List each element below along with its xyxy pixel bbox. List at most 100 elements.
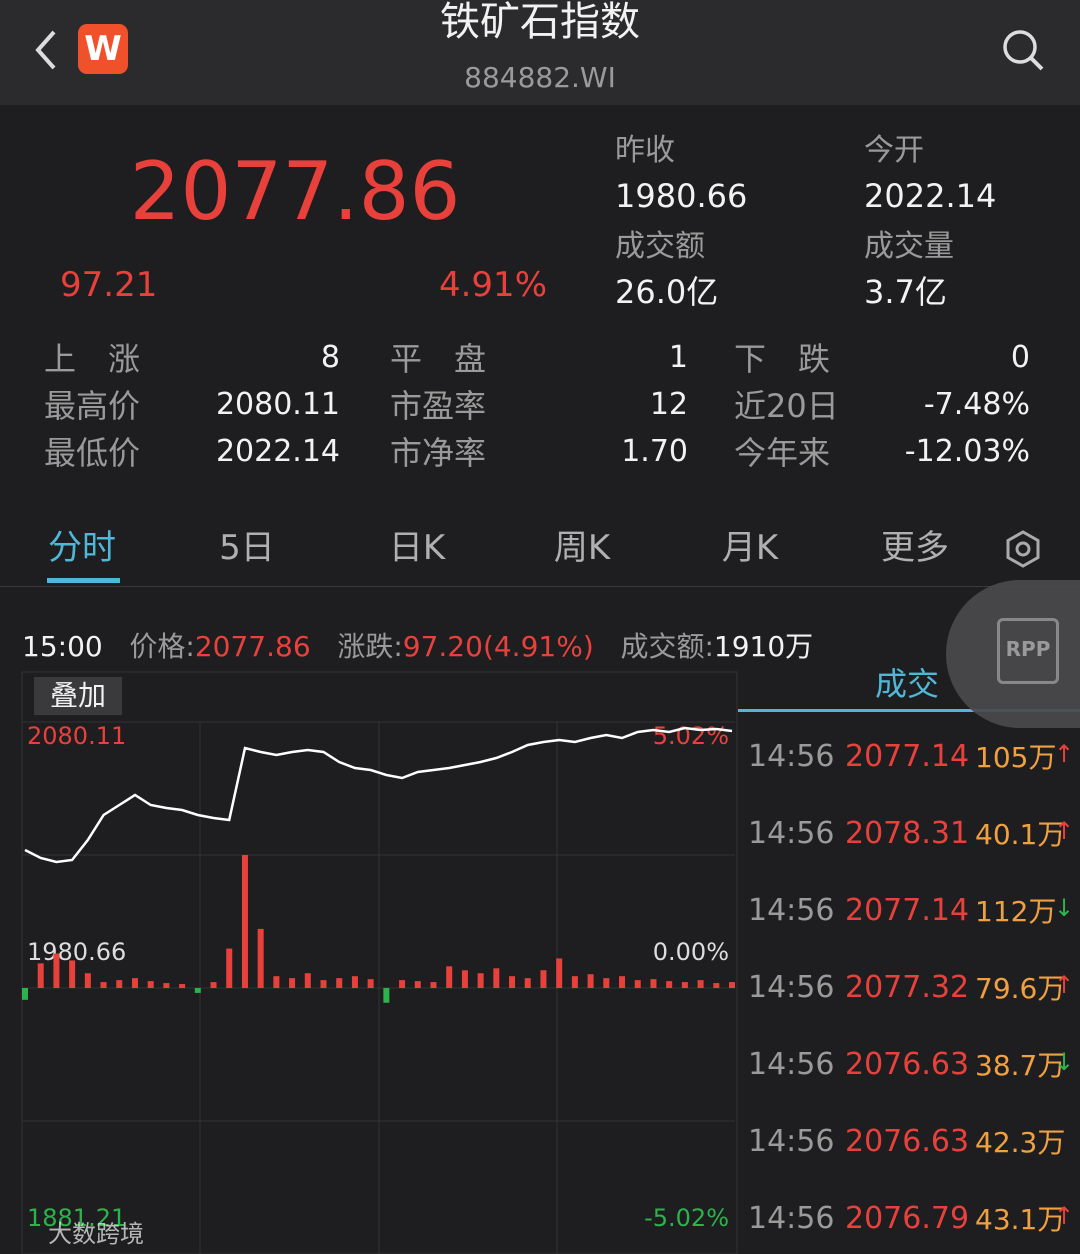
y2-tick-label: 0.00%: [653, 938, 729, 966]
stat-label: 最低价: [44, 434, 141, 472]
trade-price: 2076.79: [845, 1201, 970, 1236]
volume-bar: [320, 980, 327, 988]
stat-label: 成交量: [864, 229, 954, 264]
rpp-badge[interactable]: RPP: [997, 618, 1059, 684]
volume-bar: [241, 855, 248, 988]
code: 884882.WI: [464, 61, 616, 94]
tab[interactable]: 分时: [48, 528, 116, 568]
y-tick-label: 1980.66: [27, 938, 126, 966]
volume-bar: [53, 953, 60, 988]
volume-bar: [131, 978, 138, 988]
volume-bar: [179, 984, 186, 988]
trade-volume: 105万: [975, 741, 1057, 774]
info-value: 1910万: [713, 630, 814, 663]
volume-bar: [257, 928, 264, 988]
volume-bar: [22, 988, 28, 1000]
volume-bar: [383, 988, 390, 1003]
stat-label: 成交额: [615, 229, 705, 264]
trade-price: 2077.14: [845, 893, 970, 928]
info-time: 15:00: [22, 630, 103, 663]
trade-time: 14:56: [748, 816, 835, 851]
volume-bar: [430, 982, 437, 988]
stat-value: 2022.14: [864, 177, 997, 215]
search-button[interactable]: [1000, 28, 1046, 74]
volume-bar: [556, 958, 563, 988]
stat-label: 上 涨: [44, 340, 141, 378]
watermark: 大数跨境: [48, 1220, 144, 1248]
trade-time: 14:56: [748, 893, 835, 928]
stat-value: 12: [649, 387, 688, 422]
volume-bar: [540, 970, 547, 988]
trade-price: 2078.31: [845, 816, 970, 851]
trade-arrow: ↑: [1054, 971, 1075, 999]
volume-bar: [351, 976, 358, 988]
volume-bar: [399, 980, 406, 988]
stat-label: 市净率: [390, 434, 487, 472]
volume-bar: [367, 979, 374, 988]
volume-bar: [619, 976, 626, 988]
tab[interactable]: 5日: [219, 528, 275, 568]
volume-bar: [713, 983, 720, 988]
trade-volume: 38.7万: [975, 1049, 1066, 1082]
tab[interactable]: 月K: [721, 528, 779, 568]
info-value: 97.20(4.91%): [402, 630, 594, 663]
volume-bar: [194, 988, 201, 993]
y-tick-label: 2080.11: [27, 722, 126, 750]
volume-bar: [571, 976, 578, 988]
trade-arrow: ↑: [1054, 740, 1075, 768]
volume-bar: [147, 981, 154, 988]
trade-time: 14:56: [748, 739, 835, 774]
title: 铁矿石指数: [440, 0, 640, 45]
trade-arrow: ↓: [1054, 894, 1075, 922]
stat-value: 0: [1010, 340, 1030, 375]
tab[interactable]: 更多: [881, 528, 949, 568]
trade-volume: 42.3万: [975, 1126, 1066, 1159]
change-pct: 4.91%: [438, 265, 547, 305]
volume-bar: [304, 973, 311, 988]
volume-bar: [650, 979, 657, 988]
trade-price: 2077.32: [845, 970, 970, 1005]
divider: [0, 586, 1080, 587]
volume-bar: [84, 973, 91, 988]
tab[interactable]: 日K: [388, 528, 446, 568]
tab[interactable]: 周K: [553, 528, 611, 568]
trade-price: 2076.63: [845, 1124, 970, 1159]
trade-volume: 79.6万: [975, 972, 1066, 1005]
trade-time: 14:56: [748, 1047, 835, 1082]
volume-bar: [509, 976, 516, 988]
trade-time: 14:56: [748, 970, 835, 1005]
info-value: 2077.86: [194, 630, 311, 663]
trade-time: 14:56: [748, 1124, 835, 1159]
stat-label: 昨收: [615, 133, 675, 168]
trades-title: 成交: [875, 665, 940, 703]
trade-arrow: ↑: [1054, 817, 1075, 845]
info-label: 成交额:: [620, 630, 714, 663]
volume-bar: [697, 980, 704, 988]
info-label: 涨跌:: [337, 630, 403, 663]
info-label: 价格:: [129, 630, 195, 663]
trade-time: 14:56: [748, 1201, 835, 1236]
volume-bar: [163, 983, 170, 988]
trade-arrow: ↓: [1054, 1048, 1075, 1076]
stat-value: 1: [668, 340, 688, 375]
overlay-button[interactable]: 叠加: [34, 677, 123, 715]
volume-bar: [477, 973, 484, 988]
y2-tick-label: -5.02%: [644, 1204, 729, 1232]
info-bar: 15:00 价格:2077.86 涨跌:97.20(4.91%) 成交额:191…: [22, 633, 813, 661]
app-logo[interactable]: W: [78, 24, 128, 74]
volume-bar: [446, 966, 453, 988]
y2-tick-label: 5.02%: [653, 722, 729, 750]
change: 97.21: [60, 265, 158, 305]
header-bar: [0, 0, 1080, 105]
trade-volume: 112万: [975, 895, 1057, 928]
stat-value: 1.70: [621, 434, 688, 469]
price-line: [24, 726, 733, 864]
back-button[interactable]: [30, 28, 60, 72]
stat-value: 1980.66: [615, 177, 748, 215]
volume-bar: [336, 978, 343, 988]
volume-bar: [666, 981, 673, 988]
volume-bar: [210, 982, 217, 988]
settings-button[interactable]: [1004, 530, 1042, 568]
volume-bar: [116, 980, 123, 988]
